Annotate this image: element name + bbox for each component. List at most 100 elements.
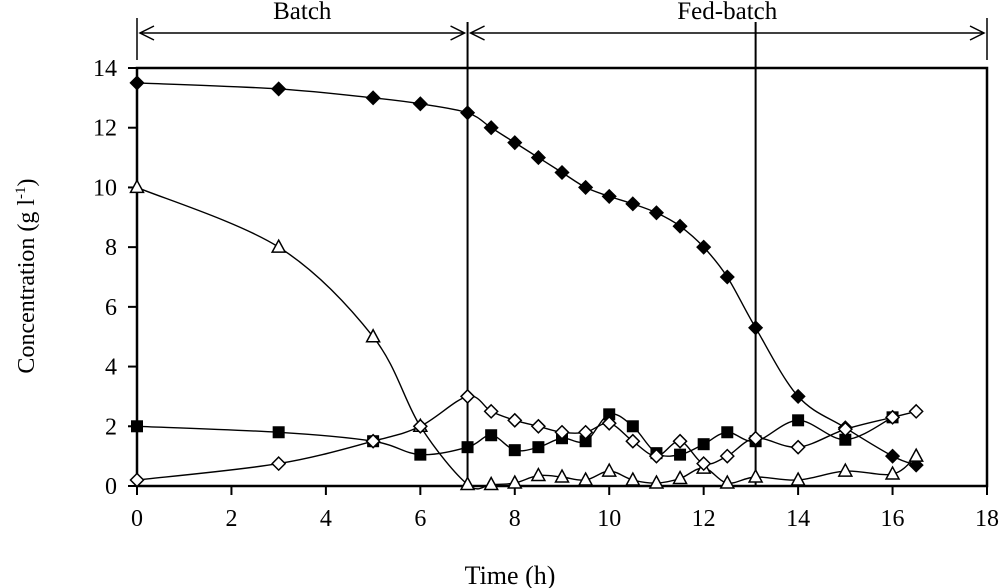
open-diamond-marker: [129, 472, 145, 488]
open-triangle-marker: [837, 462, 854, 477]
open-triangle-marker: [672, 469, 688, 485]
open-diamond-marker: [908, 403, 924, 419]
data-markers: [129, 75, 924, 491]
x-axis-title: Time (h): [465, 561, 556, 588]
phase-arrow-head-left: [468, 25, 485, 41]
open-diamond-marker: [578, 424, 594, 440]
filled-square-marker: [532, 441, 545, 454]
y-tick-label: 6: [105, 295, 117, 321]
open-diamond-marker: [507, 412, 523, 428]
y-axis-title-main: Concentration (g l: [14, 199, 40, 374]
open-triangle-marker: [530, 466, 547, 482]
open-triangle-marker: [719, 474, 736, 489]
open-diamond-marker: [696, 456, 712, 472]
filled-square-marker: [674, 448, 687, 461]
open-triangle-marker: [790, 471, 806, 486]
phase-label: Batch: [273, 0, 332, 25]
filled-diamond-marker: [719, 269, 735, 285]
filled-diamond-marker: [412, 96, 428, 112]
filled-diamond-marker: [530, 150, 546, 166]
series-line-open-triangle: [136, 186, 917, 490]
open-triangle-marker: [625, 471, 641, 486]
filled-square-marker: [721, 426, 734, 439]
filled-square-marker: [272, 426, 285, 439]
filled-square-marker: [792, 414, 805, 427]
open-triangle-marker: [459, 475, 476, 491]
filled-diamond-marker: [554, 164, 570, 181]
open-diamond-marker: [719, 448, 735, 464]
x-tick-label: 10: [597, 506, 621, 532]
filled-diamond-marker: [696, 239, 712, 255]
open-diamond-marker: [271, 456, 287, 472]
open-triangle-marker: [908, 447, 924, 462]
filled-square-marker: [461, 441, 474, 454]
x-tick-label: 16: [881, 506, 905, 532]
filled-diamond-marker: [672, 218, 688, 234]
open-triangle-marker: [365, 328, 381, 343]
filled-diamond-marker: [483, 120, 499, 136]
open-diamond-marker: [483, 403, 499, 419]
filled-diamond-marker: [365, 90, 381, 106]
x-tick-label: 14: [786, 506, 810, 532]
open-diamond-marker: [412, 418, 428, 434]
y-tick-label: 2: [105, 414, 117, 440]
filled-diamond-marker: [648, 205, 665, 221]
x-tick-label: 8: [509, 506, 521, 532]
x-tick-label: 2: [225, 506, 237, 532]
open-triangle-marker: [747, 468, 764, 483]
filled-square-marker: [508, 444, 521, 457]
open-diamond-marker: [554, 424, 570, 440]
open-triangle-marker: [270, 238, 287, 253]
y-axis-title-sup: -1: [13, 186, 29, 199]
phase-annotations: Batch Fed-batch: [136, 0, 988, 60]
open-diamond-marker: [748, 430, 764, 446]
filled-diamond-marker: [129, 75, 145, 91]
open-diamond-marker: [365, 433, 381, 449]
filled-diamond-marker: [884, 448, 901, 464]
y-tick-label: 8: [105, 235, 117, 261]
filled-diamond-marker: [459, 105, 476, 121]
plot-axes: 0 2 4 6 8 10 12 14 16 18 0 2 4 6 8 10 12 14: [93, 22, 999, 532]
open-diamond-marker: [601, 415, 617, 431]
filled-diamond-marker: [748, 320, 764, 336]
filled-diamond-marker: [790, 388, 806, 404]
y-tick-label: 12: [93, 116, 117, 142]
filled-diamond-marker: [578, 179, 594, 195]
x-tick-label: 4: [320, 506, 332, 532]
open-diamond-marker: [530, 418, 546, 434]
phase-label: Fed-batch: [677, 0, 777, 25]
open-diamond-marker: [790, 439, 806, 455]
open-triangle-marker: [507, 474, 523, 489]
filled-square-marker: [626, 420, 639, 433]
y-tick-label: 10: [93, 175, 117, 201]
open-triangle-marker: [601, 462, 617, 477]
filled-square-marker: [131, 420, 143, 433]
y-tick-label: 14: [93, 56, 117, 82]
plot-frame: [135, 66, 989, 488]
filled-square-marker: [697, 438, 710, 451]
filled-diamond-marker: [625, 196, 641, 212]
open-diamond-marker: [625, 433, 641, 449]
y-axis-title-close: ): [14, 178, 40, 186]
open-triangle-marker: [483, 475, 499, 491]
open-triangle-marker: [577, 471, 594, 486]
open-triangle-marker: [884, 465, 901, 480]
open-triangle-marker: [129, 178, 145, 194]
filled-diamond-marker: [507, 135, 523, 151]
open-triangle-marker: [648, 474, 665, 489]
y-tick-label: 4: [105, 355, 117, 381]
filled-square-marker: [485, 429, 498, 442]
filled-diamond-marker: [271, 81, 287, 97]
x-tick-label: 0: [131, 506, 143, 532]
open-diamond-marker: [837, 421, 853, 437]
open-triangle-marker: [554, 468, 570, 483]
series-line-open-diamond: [136, 395, 917, 481]
phase-arrow-head-right: [450, 25, 467, 41]
phase-arrow-head-left: [138, 25, 155, 41]
series-line-filled-diamond: [136, 82, 917, 466]
open-diamond-marker: [648, 448, 665, 464]
x-tick-label: 18: [975, 506, 999, 532]
open-diamond-marker: [459, 388, 476, 404]
y-tick-label: 0: [105, 474, 117, 500]
